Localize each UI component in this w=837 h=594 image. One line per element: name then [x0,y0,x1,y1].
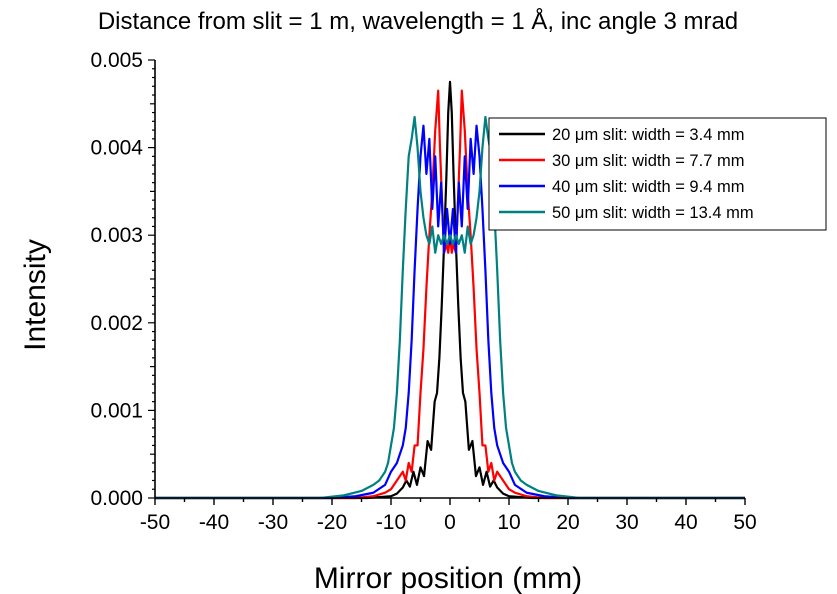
series-line-1 [155,80,745,500]
y-tick-label: 0.005 [90,49,143,72]
legend-label-3: 40 μm slit: width = 9.4 mm [552,178,744,196]
legend-box [488,117,827,231]
y-tick-label: 0.001 [90,399,143,422]
x-tick-label: -30 [258,511,288,534]
x-tick-label: 40 [674,511,697,534]
x-tick-label: -20 [317,511,347,534]
chart-title: Distance from slit = 1 m, wavelength = 1… [98,7,738,35]
y-tick-label: 0.000 [90,487,143,510]
y-axis-label: Intensity [19,239,52,351]
legend-label-1: 20 μm slit: width = 3.4 mm [552,126,744,144]
x-tick-label: 0 [444,511,456,534]
legend-label-2: 30 μm slit: width = 7.7 mm [552,152,744,170]
x-tick-label: -40 [199,511,229,534]
series-line-3 [155,124,745,500]
axes: -50 -40 -30 -20 -10 0 10 20 30 40 50 0.000 0.001 0.00… [90,49,756,534]
y-tick-label: 0.003 [90,224,143,247]
legend-label-4: 50 μm slit: width = 13.4 mm [552,204,754,222]
y-tick-label: 0.004 [90,137,143,160]
plot-area [155,80,745,500]
x-tick-label: -10 [376,511,406,534]
x-tick-label: 10 [497,511,520,534]
series-line-4 [155,115,745,500]
x-tick-label: 50 [733,511,756,534]
x-tick-label: 30 [615,511,638,534]
y-tick-label: 0.002 [90,312,143,335]
x-tick-label: 20 [556,511,579,534]
x-tick-label: -50 [140,511,170,534]
x-axis-label: Mirror position (mm) [314,562,582,594]
legend: 20 μm slit: width = 3.4 mm 30 μm slit: wi… [488,117,827,231]
